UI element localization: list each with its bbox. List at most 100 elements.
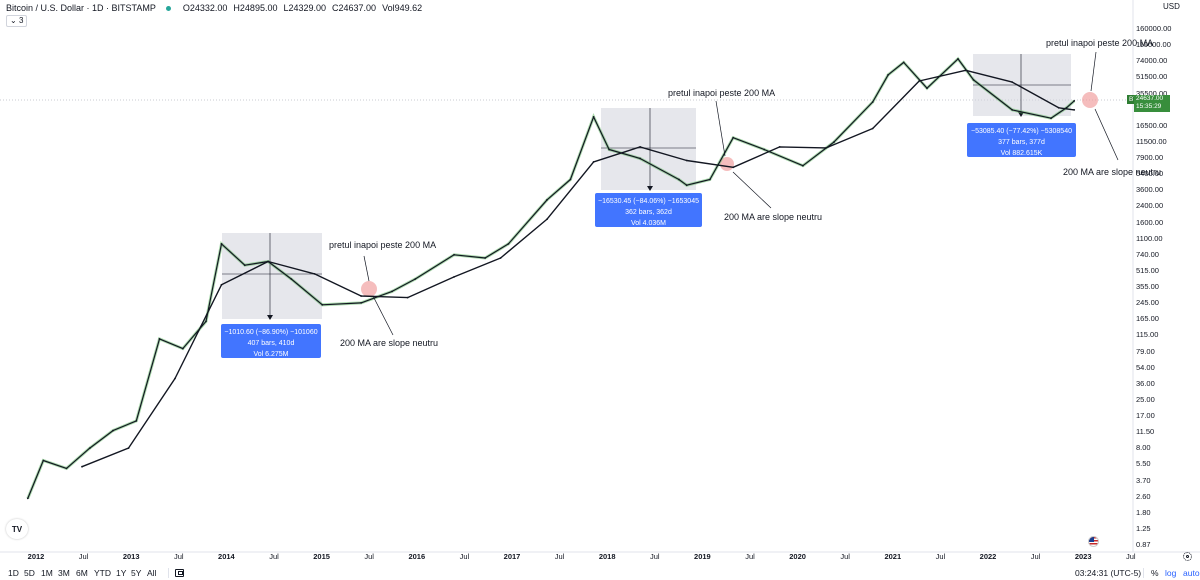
bar-countdown: 15:35:29 xyxy=(1136,103,1162,110)
gear-icon[interactable] xyxy=(1183,552,1192,561)
measure-info-box[interactable]: −1010.60 (−86.90%) −101060 407 bars, 410… xyxy=(221,324,321,358)
btc-price-point xyxy=(709,178,711,181)
price-tick-label: 5400.00 xyxy=(1136,169,1164,179)
us-flag-icon[interactable] xyxy=(1088,536,1099,547)
measure-bars: 377 bars, 377d xyxy=(998,139,1045,146)
time-tick-year: 2018 xyxy=(598,552,616,561)
range-button-1d[interactable]: 1D xyxy=(8,568,19,578)
annotation-arrow-2 xyxy=(372,295,394,336)
measure-volume: Vol 882.615K xyxy=(1000,150,1043,157)
auto-scale-toggle[interactable]: auto xyxy=(1183,568,1200,578)
btc-price-point xyxy=(608,148,610,151)
price-tick-label: 11500.00 xyxy=(1136,136,1167,146)
btc-price-point xyxy=(887,73,890,76)
price-tick-label: 245.00 xyxy=(1136,298,1159,308)
ma-200-point xyxy=(1011,81,1014,83)
current-price-tag: 24637.00 15:35:29 xyxy=(1134,95,1170,112)
annotation-text[interactable]: pretul inapoi peste 200 MA xyxy=(1046,38,1154,48)
clock-timezone[interactable]: 03:24:31 (UTC-5) xyxy=(1075,568,1142,578)
annotation-arrow-1 xyxy=(363,255,370,282)
btc-price-point xyxy=(484,257,486,259)
ma-200-point xyxy=(592,161,595,163)
range-button-3m[interactable]: 3M xyxy=(58,568,70,578)
measure-bars: 362 bars, 362d xyxy=(625,209,672,216)
ma-200-point xyxy=(639,146,641,148)
btc-price-point xyxy=(360,302,362,304)
btc-price-point xyxy=(926,87,928,90)
range-button-5d[interactable]: 5D xyxy=(24,568,35,578)
annotation-text[interactable]: 200 MA are slope neutru xyxy=(1063,167,1162,177)
range-button-all[interactable]: All xyxy=(147,568,157,578)
price-tick-label: 2400.00 xyxy=(1136,201,1164,211)
price-tick-label: 79.00 xyxy=(1136,346,1155,356)
time-tick-label: Jul xyxy=(78,552,89,561)
price-tick-label: 0.87 xyxy=(1136,540,1151,549)
price-tick-label: 740.00 xyxy=(1136,249,1159,259)
measure-change: −16530.45 (−84.06%) −1653045 xyxy=(597,198,699,205)
btc-price-point xyxy=(220,243,223,245)
annotation-text[interactable]: 200 MA are slope neutru xyxy=(340,338,439,348)
btc-price-point xyxy=(1050,117,1052,120)
price-tick-label: 1.25 xyxy=(1136,523,1151,533)
time-tick-year: 2016 xyxy=(408,552,426,561)
range-button-6m[interactable]: 6M xyxy=(76,568,88,578)
price-tick-label: 74000.00 xyxy=(1136,56,1168,66)
annotation-text[interactable]: pretul inapoi peste 200 MA xyxy=(329,240,437,250)
annotation-text[interactable]: pretul inapoi peste 200 MA xyxy=(668,88,776,98)
price-tick-label: 1.80 xyxy=(1136,507,1151,517)
measure-info-box[interactable]: −53085.40 (−77.42%) −5308540 377 bars, 3… xyxy=(967,123,1076,157)
time-tick-year: 2019 xyxy=(694,552,711,561)
btc-price-point xyxy=(972,79,975,81)
range-button-1y[interactable]: 1Y xyxy=(116,568,127,578)
ohlc-open: O24332.00 xyxy=(182,3,228,13)
price-tick-label: 355.00 xyxy=(1136,282,1159,291)
btc-price-point xyxy=(592,116,595,118)
ohlc-volume: Vol949.62 xyxy=(382,3,423,13)
price-tick-label: 1600.00 xyxy=(1136,217,1164,227)
price-tick-label: 1100.00 xyxy=(1136,233,1163,243)
ma-200-point xyxy=(220,283,223,286)
ma-200-point xyxy=(360,295,362,297)
ma-200-point xyxy=(964,69,967,72)
btc-price-point xyxy=(414,278,417,280)
plot-area[interactable] xyxy=(0,0,1133,552)
measure-volume: Vol 6.275M xyxy=(253,351,289,358)
time-tick-year: 2021 xyxy=(884,552,902,561)
price-tick-label: 16500.00 xyxy=(1136,120,1168,130)
ohlc-low: L24329.00 xyxy=(283,3,327,13)
btc-price-line[interactable] xyxy=(27,58,1075,499)
toolbar-divider xyxy=(1143,568,1144,578)
btc-price-point xyxy=(65,467,68,470)
annotation-text[interactable]: 200 MA are slope neutru xyxy=(724,212,823,222)
bottom-toolbar: 1D 5D 1M 3M 6M YTD 1Y 5Y All 03:24:31 (UTC-5) % … xyxy=(0,566,1200,580)
price-axis-currency[interactable]: USD xyxy=(1163,2,1180,11)
current-price-value: 24637.00 xyxy=(1136,95,1164,102)
indicators-toggle[interactable]: ⌄ 3 xyxy=(6,15,28,27)
measure-info-box[interactable]: −16530.45 (−84.06%) −1653045 362 bars, 3… xyxy=(595,193,702,227)
time-tick-year: 2022 xyxy=(979,552,997,561)
price-tick-label: 3600.00 xyxy=(1136,185,1164,195)
range-button-5y[interactable]: 5Y xyxy=(131,568,142,578)
btc-price-point xyxy=(290,278,293,280)
ma-200-point xyxy=(453,276,455,278)
toolbar-divider xyxy=(168,568,169,578)
btc-price-point xyxy=(321,303,324,306)
range-button-ytd[interactable]: YTD xyxy=(94,568,111,578)
highlight-circle-2023 xyxy=(1082,92,1098,108)
log-scale-toggle[interactable]: log xyxy=(1165,568,1177,578)
ma-200-point xyxy=(499,257,502,259)
btc-price-point xyxy=(243,264,246,267)
calendar-icon[interactable] xyxy=(175,569,184,577)
symbol-title[interactable]: Bitcoin / U.S. Dollar · 1D · BITSTAMP xyxy=(6,3,156,13)
btc-price-point xyxy=(88,447,91,449)
time-tick-label: Jul xyxy=(745,552,755,561)
btc-price-point xyxy=(639,157,641,160)
measure-range-2014 xyxy=(222,233,322,319)
percent-scale-toggle[interactable]: % xyxy=(1151,568,1159,578)
tradingview-logo-icon[interactable]: TV xyxy=(6,519,28,539)
btc-price-point xyxy=(453,253,455,256)
btc-price-point xyxy=(678,178,680,181)
ma-200-point xyxy=(546,218,548,221)
range-button-1m[interactable]: 1M xyxy=(41,568,53,578)
